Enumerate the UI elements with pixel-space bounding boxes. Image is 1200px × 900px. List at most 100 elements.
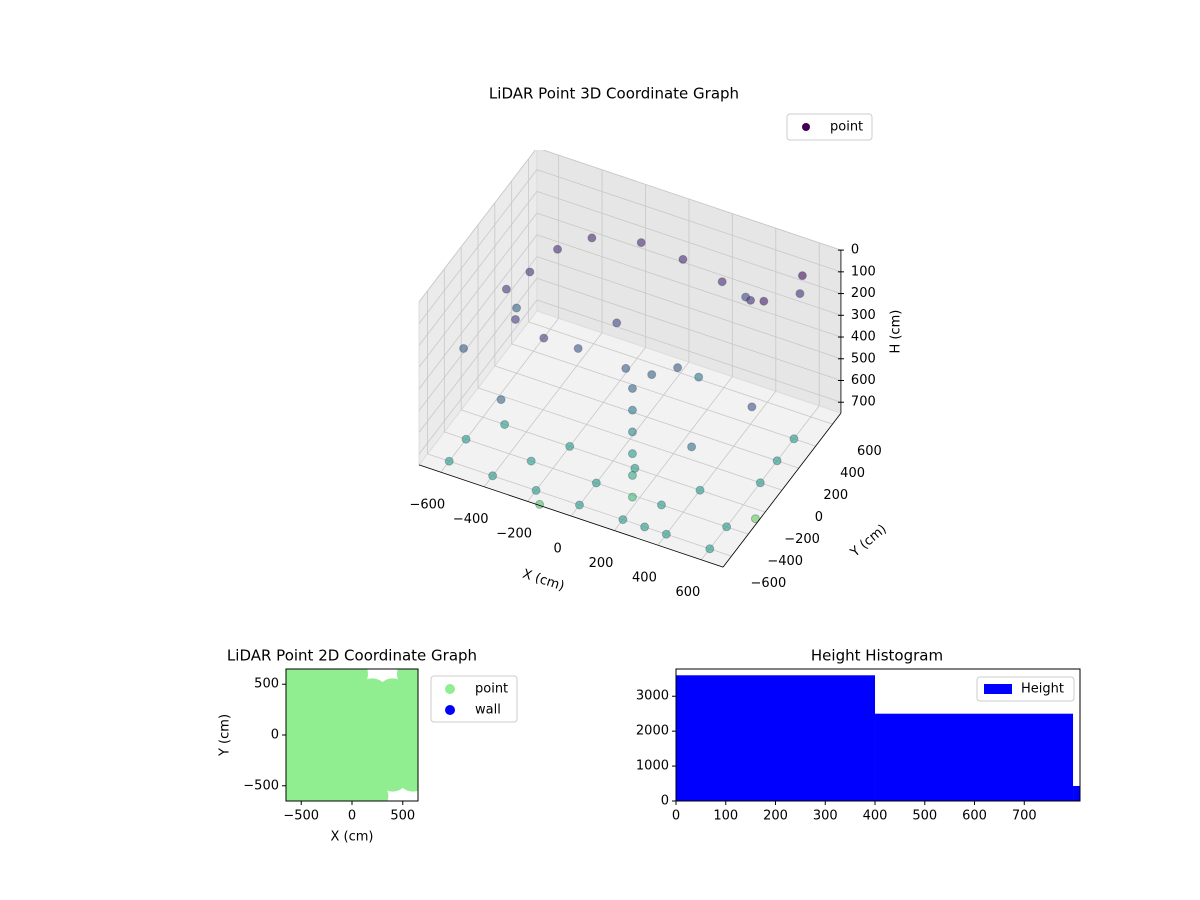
point [750, 514, 760, 524]
plot-3d [418, 150, 842, 568]
point [459, 343, 469, 353]
point [795, 289, 805, 299]
legend-box [430, 675, 518, 723]
y-tick-label: 0 [661, 794, 669, 809]
point [531, 485, 541, 495]
point [694, 372, 704, 382]
legend-marker [445, 684, 455, 694]
grid-line [418, 234, 538, 390]
point [627, 492, 637, 502]
grid-line [418, 169, 538, 324]
grid-line [536, 169, 842, 273]
plot-2d: point wall −500 0 500 −500 0 500 X (cm) Y (cm) [218, 668, 518, 845]
z-tick-label: 400 [851, 330, 876, 345]
point [656, 500, 666, 510]
x-tick-label: 200 [763, 809, 788, 824]
legend-marker [984, 684, 1012, 694]
y-tick-label: 600 [857, 444, 882, 459]
grid-line [528, 321, 833, 425]
axes-frame [675, 668, 1081, 802]
chart-title: LiDAR Point 2D Coordinate Graph [227, 647, 477, 665]
x-tick-label: 600 [675, 585, 700, 600]
grid-line [536, 256, 842, 360]
point [461, 434, 471, 444]
grid-line [418, 150, 536, 303]
x-tick-label: −500 [283, 809, 319, 824]
x-axis [418, 464, 724, 568]
y-tick-label: 0 [271, 728, 279, 743]
point [647, 370, 657, 380]
grid-line [536, 190, 842, 294]
point [539, 333, 549, 343]
grid-line [494, 365, 799, 469]
point [444, 456, 454, 466]
chart-title: LiDAR Point 3D Coordinate Graph [489, 85, 739, 103]
point [587, 233, 597, 243]
point [759, 296, 769, 306]
point [722, 522, 732, 532]
point [627, 405, 637, 415]
z-tick-label: 0 [851, 243, 859, 258]
point [717, 277, 727, 287]
point [526, 456, 536, 466]
x-tick-label: 700 [1012, 809, 1037, 824]
y-tick-label: 1000 [636, 759, 669, 774]
grid-line [418, 256, 538, 411]
z-tick-label: 200 [851, 286, 876, 301]
x-tick-label: −600 [409, 498, 445, 513]
z-tick-label: 300 [851, 308, 876, 323]
point [673, 363, 683, 373]
grid-line [536, 212, 842, 316]
grid-line [418, 191, 538, 346]
y-tick-label: 3000 [636, 689, 669, 704]
point [695, 485, 705, 495]
point [573, 343, 583, 353]
y-tick-label: 2000 [636, 724, 669, 739]
bar [875, 713, 1074, 801]
x-tick-label: 100 [713, 809, 738, 824]
grid-line [536, 299, 842, 403]
x-tick-label: 0 [672, 809, 680, 824]
x-tick-label: −200 [496, 527, 532, 542]
x-tick-label: 0 [553, 541, 561, 556]
x-tick-label: 600 [962, 809, 987, 824]
grid-line [536, 277, 842, 381]
y-tick-label: −600 [751, 576, 787, 591]
point [496, 395, 506, 405]
point [621, 363, 631, 373]
point [525, 267, 535, 277]
point [755, 478, 765, 488]
point [661, 529, 671, 539]
points [286, 669, 418, 801]
x-tick-label: 500 [912, 809, 937, 824]
point [640, 522, 650, 532]
point [510, 314, 520, 324]
point [553, 244, 563, 254]
y-tick-label: −500 [243, 778, 279, 793]
point [501, 284, 511, 294]
point [591, 478, 601, 488]
point [630, 463, 640, 473]
point [618, 515, 628, 525]
legend-label: point [830, 120, 863, 135]
point [396, 759, 418, 792]
x-tick-label: 400 [632, 571, 657, 586]
grid-line [511, 343, 816, 447]
z-axis-label: H (cm) [888, 310, 903, 354]
point [741, 292, 751, 302]
x-tick-label: −400 [453, 512, 489, 527]
point [627, 383, 637, 393]
x-tick-label: 200 [589, 556, 614, 571]
legend-label: Height [1021, 682, 1064, 697]
point [565, 441, 575, 451]
grid-line [536, 234, 842, 338]
grid-line [541, 150, 842, 251]
legend-label: point [475, 682, 508, 697]
z-tick-label: 500 [851, 351, 876, 366]
z-tick-label: 600 [851, 373, 876, 388]
y-tick-label: 500 [254, 677, 279, 692]
grid-line [418, 299, 538, 455]
legend-label: wall [475, 703, 501, 718]
z-tick-label: 700 [851, 395, 876, 410]
x-tick-label: 500 [390, 809, 415, 824]
